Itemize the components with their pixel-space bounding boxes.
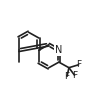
Text: F: F [65, 72, 70, 81]
Text: F: F [76, 60, 81, 69]
Text: N: N [55, 45, 63, 55]
Text: F: F [72, 71, 77, 80]
